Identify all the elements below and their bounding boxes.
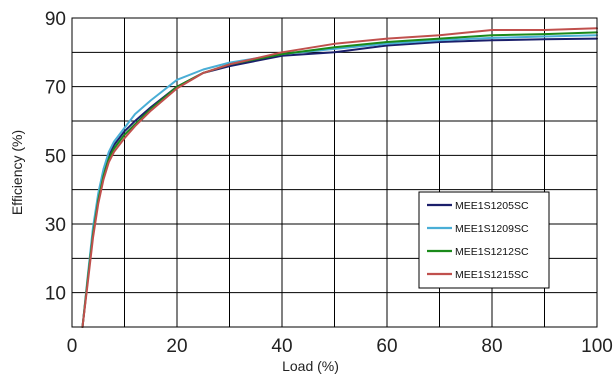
legend-box	[418, 191, 550, 289]
x-axis-label: Load (%)	[282, 358, 339, 374]
y-tick-label: 70	[45, 78, 66, 99]
legend-entry: MEE1S1205SC	[455, 200, 529, 212]
legend-entry: MEE1S1212SC	[455, 246, 529, 258]
y-tick-label: 30	[45, 215, 66, 236]
y-tick-label: 90	[45, 9, 66, 30]
series-line-mee1s1209sc	[81, 34, 598, 328]
x-tick-label: 80	[481, 336, 502, 357]
x-tick-label: 40	[271, 336, 292, 357]
tick-labels: 0 20 40 60 80 100 10 30 50 70 90	[45, 9, 613, 357]
series-lines	[81, 27, 598, 328]
y-tick-label: 50	[45, 146, 66, 167]
x-tick-label: 100	[581, 336, 613, 357]
x-tick-label: 0	[67, 336, 78, 357]
y-axis-label: Efficiency (%)	[9, 130, 25, 215]
plot-frame	[71, 17, 598, 328]
legend-entry: MEE1S1209SC	[455, 223, 529, 235]
legend-entry: MEE1S1215SC	[455, 269, 529, 281]
series-line-mee1s1215sc	[81, 27, 598, 328]
legend: MEE1S1205SC MEE1S1209SC MEE1S1212SC MEE1S12…	[418, 191, 550, 289]
y-tick-label: 10	[45, 284, 66, 305]
x-tick-label: 20	[166, 336, 187, 357]
x-tick-label: 60	[376, 336, 397, 357]
